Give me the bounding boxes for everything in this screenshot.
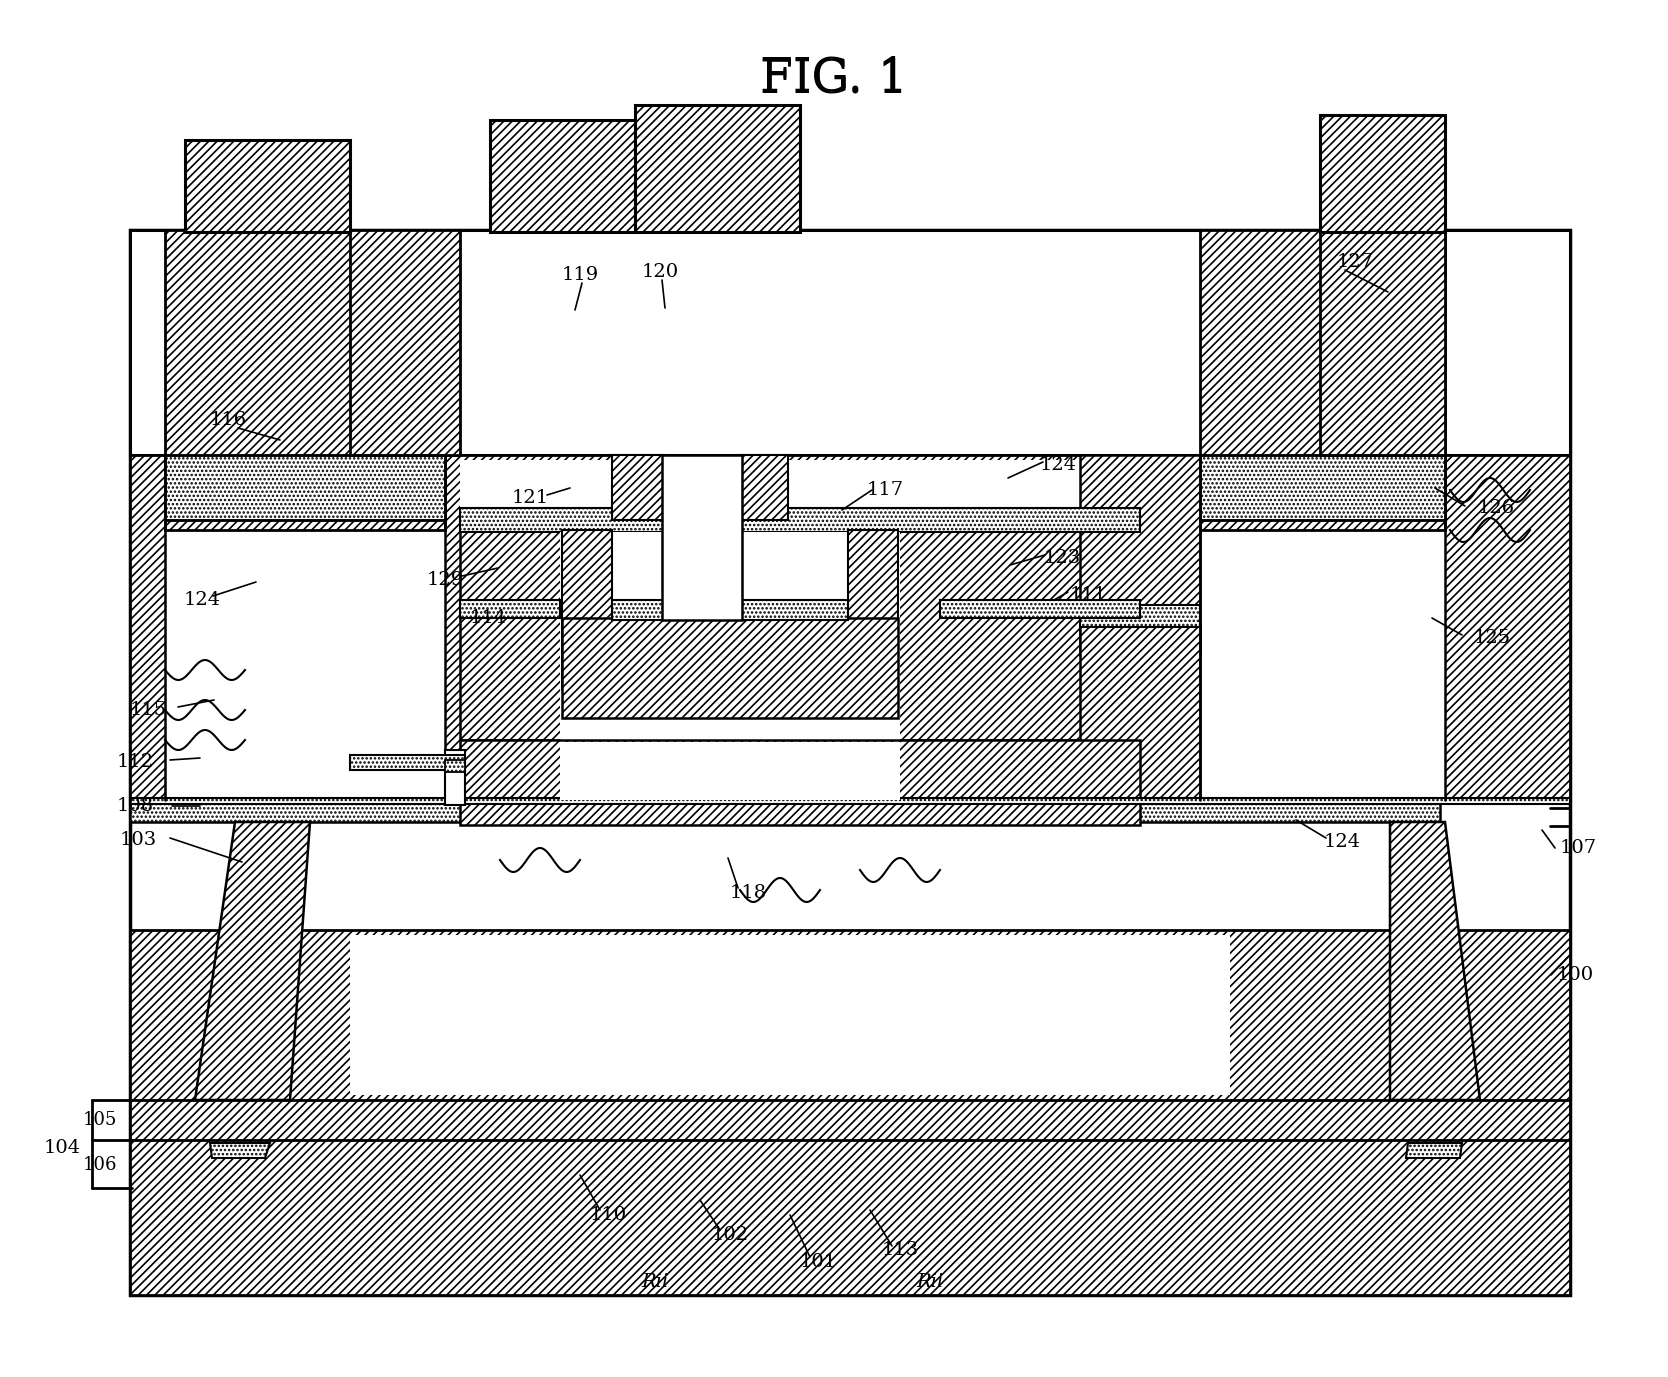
Text: 111: 111	[1069, 587, 1106, 605]
Bar	[130, 799, 1570, 804]
Bar	[445, 750, 465, 806]
Bar	[847, 530, 897, 690]
Text: Rii: Rii	[642, 1272, 669, 1292]
Bar	[165, 454, 445, 521]
Bar	[662, 454, 742, 620]
Text: 125: 125	[1473, 629, 1511, 647]
Text: 124: 124	[1323, 833, 1361, 851]
Bar	[165, 230, 445, 530]
Text: 101: 101	[799, 1253, 837, 1271]
Text: 114: 114	[469, 609, 507, 627]
Bar	[1079, 625, 1199, 800]
Text: 124: 124	[183, 591, 220, 609]
Bar	[1199, 454, 1444, 521]
Bar	[1079, 454, 1199, 655]
Polygon shape	[1389, 822, 1480, 1100]
Bar	[560, 532, 901, 739]
Bar	[130, 454, 1570, 800]
Bar	[741, 454, 787, 521]
Text: FIG. 1: FIG. 1	[761, 58, 907, 103]
Bar	[445, 760, 465, 772]
Bar	[1319, 116, 1444, 231]
Bar	[350, 935, 1229, 1095]
Bar	[460, 530, 1139, 739]
Polygon shape	[1406, 1143, 1461, 1158]
Bar	[460, 800, 1139, 825]
Text: 108: 108	[117, 797, 153, 815]
Text: 124: 124	[1039, 456, 1076, 474]
Bar	[1319, 230, 1444, 454]
Text: 113: 113	[881, 1241, 919, 1259]
Bar	[350, 755, 465, 770]
Text: 102: 102	[712, 1226, 749, 1243]
Text: 103: 103	[120, 830, 157, 850]
Text: Rii: Rii	[916, 1272, 944, 1292]
Text: 127: 127	[1336, 253, 1373, 271]
Bar	[460, 739, 1139, 801]
Bar	[130, 230, 1570, 1294]
Bar	[612, 600, 847, 620]
Bar	[130, 230, 1570, 454]
Bar	[636, 105, 801, 231]
Text: 104: 104	[43, 1139, 80, 1157]
Bar	[1079, 605, 1199, 627]
Bar	[460, 600, 560, 618]
Text: 115: 115	[130, 701, 167, 719]
Bar	[185, 140, 350, 231]
Bar	[460, 508, 1139, 532]
Text: 110: 110	[589, 1206, 627, 1224]
Bar	[490, 120, 636, 231]
Bar	[560, 742, 901, 800]
Bar	[562, 618, 897, 717]
Text: 119: 119	[562, 266, 599, 284]
Text: 117: 117	[866, 481, 904, 498]
Bar	[1199, 230, 1444, 530]
Bar	[1199, 460, 1444, 800]
Text: 107: 107	[1560, 839, 1596, 856]
Text: 112: 112	[117, 753, 153, 771]
Text: 100: 100	[1556, 967, 1593, 985]
Text: 120: 120	[642, 263, 679, 281]
Polygon shape	[210, 1143, 270, 1158]
Text: 121: 121	[512, 489, 549, 507]
Text: 106: 106	[83, 1157, 117, 1175]
Polygon shape	[195, 822, 310, 1100]
Text: 116: 116	[210, 410, 247, 430]
Bar	[562, 530, 612, 690]
Bar	[941, 600, 1139, 618]
Bar	[350, 230, 460, 454]
Text: 126: 126	[1478, 498, 1515, 516]
Text: 129: 129	[427, 571, 464, 589]
Bar	[460, 460, 1134, 800]
Text: 105: 105	[83, 1111, 117, 1129]
Bar	[165, 460, 445, 800]
Bar	[130, 800, 1439, 822]
Text: 118: 118	[729, 884, 767, 902]
Bar	[612, 454, 664, 521]
Text: 123: 123	[1044, 549, 1081, 567]
Text: FIG. 1: FIG. 1	[761, 55, 907, 101]
Bar	[130, 929, 1570, 1294]
